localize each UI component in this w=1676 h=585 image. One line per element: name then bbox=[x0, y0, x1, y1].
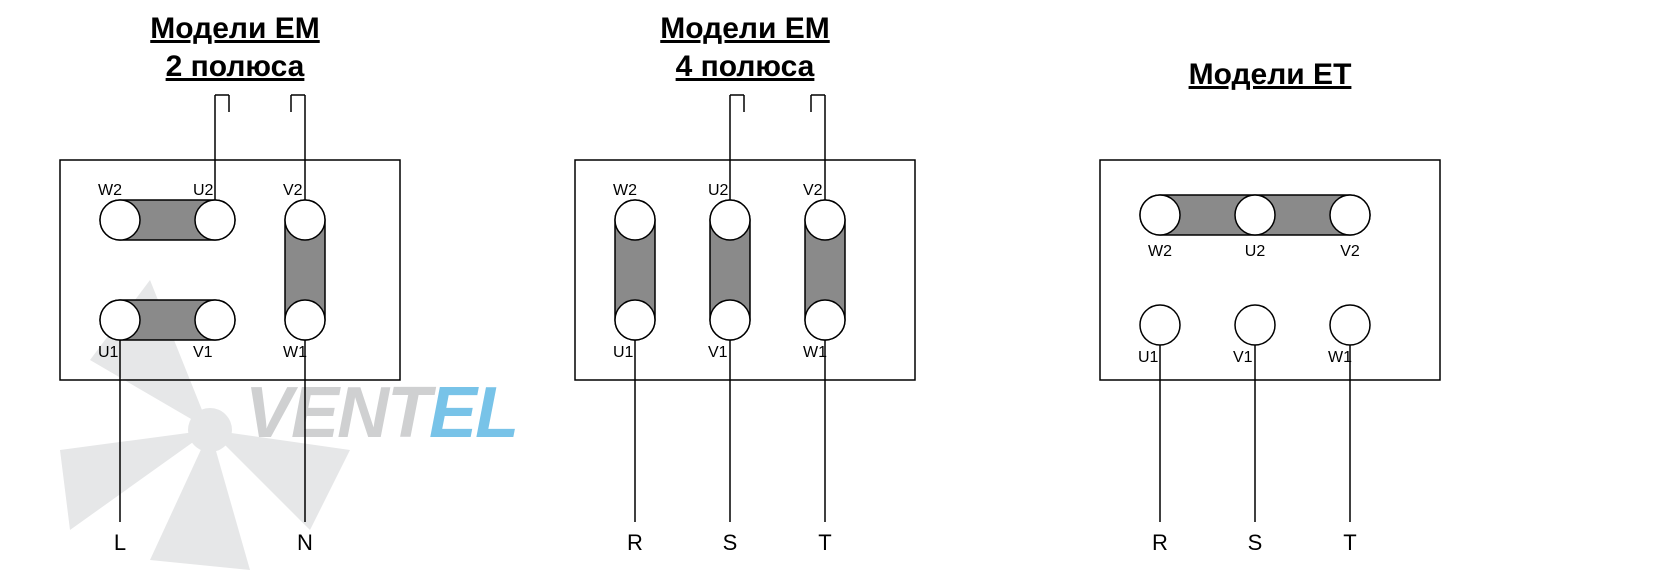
terminal-label: L bbox=[114, 530, 126, 556]
terminal-label: W2 bbox=[1148, 243, 1172, 261]
terminal-label: T bbox=[1343, 530, 1356, 556]
terminal-label: U2 bbox=[1245, 243, 1265, 261]
terminal-label: R bbox=[1152, 530, 1168, 556]
panel-title: Модели EM 4 полюса bbox=[615, 10, 875, 85]
terminal-label: R bbox=[627, 530, 643, 556]
terminal-label: V2 bbox=[1340, 243, 1360, 261]
terminal-label: U1 bbox=[98, 344, 118, 362]
diagram-root: VENTEL Модели EM 2 полюсаМодели EM 4 пол… bbox=[0, 0, 1676, 585]
terminal-label: N bbox=[297, 530, 313, 556]
terminal-label: V1 bbox=[708, 344, 728, 362]
terminal-label: S bbox=[723, 530, 738, 556]
terminal-label: U1 bbox=[613, 344, 633, 362]
terminal-label: W1 bbox=[803, 344, 827, 362]
wiring-svg bbox=[0, 0, 1676, 585]
terminal-label: V2 bbox=[803, 182, 823, 200]
terminal-label: W1 bbox=[1328, 349, 1352, 367]
panel-title: Модели EM 2 полюса bbox=[105, 10, 365, 85]
terminal-label: W2 bbox=[98, 182, 122, 200]
panel-title: Модели ET bbox=[1140, 56, 1400, 94]
terminal-label: W2 bbox=[613, 182, 637, 200]
terminal-label: T bbox=[818, 530, 831, 556]
terminal-label: U1 bbox=[1138, 349, 1158, 367]
terminal-label: S bbox=[1248, 530, 1263, 556]
terminal-label: U2 bbox=[193, 182, 213, 200]
terminal-label: U2 bbox=[708, 182, 728, 200]
terminal-label: V1 bbox=[193, 344, 213, 362]
terminal-label: V1 bbox=[1233, 349, 1253, 367]
terminal-label: W1 bbox=[283, 344, 307, 362]
terminal-label: V2 bbox=[283, 182, 303, 200]
